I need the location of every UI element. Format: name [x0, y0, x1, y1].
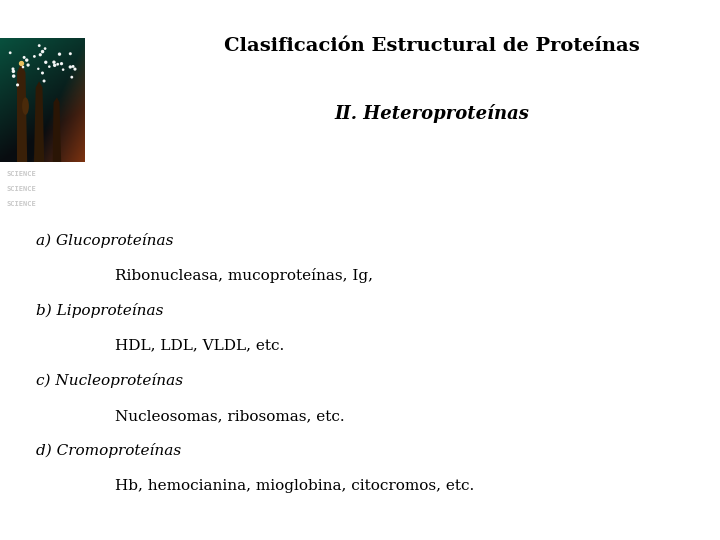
Text: Ribonucleasa, mucoproteínas, Ig,: Ribonucleasa, mucoproteínas, Ig, — [115, 268, 373, 283]
Text: d) Cromoproteínas: d) Cromoproteínas — [36, 443, 181, 458]
Point — [69, 65, 81, 73]
Text: Hb, hemocianina, mioglobina, citocromos, etc.: Hb, hemocianina, mioglobina, citocromos,… — [115, 479, 474, 493]
Point — [29, 52, 40, 60]
Text: a) Glucoproteínas: a) Glucoproteínas — [36, 233, 174, 248]
Point — [54, 50, 66, 58]
Point — [4, 49, 16, 57]
Text: Clasificación Estructural de Proteínas: Clasificación Estructural de Proteínas — [224, 37, 640, 55]
Text: SCIENCE: SCIENCE — [6, 201, 37, 207]
Point — [43, 62, 55, 71]
Point — [65, 63, 76, 71]
Text: b) Lipoproteínas: b) Lipoproteínas — [36, 303, 163, 318]
Polygon shape — [53, 97, 61, 162]
Point — [49, 61, 60, 70]
Polygon shape — [17, 63, 27, 162]
Point — [52, 60, 63, 69]
Text: c) Nucleoproteínas: c) Nucleoproteínas — [36, 373, 183, 388]
Point — [55, 59, 67, 68]
Point — [7, 65, 19, 73]
Text: HDL, LDL, VLDL, etc.: HDL, LDL, VLDL, etc. — [115, 339, 284, 353]
Polygon shape — [34, 81, 44, 162]
Point — [32, 64, 44, 73]
Point — [33, 41, 45, 50]
Point — [65, 49, 76, 58]
Point — [19, 53, 30, 62]
Point — [8, 72, 19, 80]
Point — [58, 65, 69, 74]
Point — [48, 58, 60, 66]
Point — [66, 73, 78, 82]
Point — [12, 80, 23, 89]
Text: SCIENCE: SCIENCE — [6, 171, 37, 177]
Point — [35, 50, 46, 59]
Text: SCIENCE: SCIENCE — [6, 186, 37, 192]
Point — [21, 56, 32, 64]
Point — [16, 58, 27, 67]
Text: II. Heteroproteínas: II. Heteroproteínas — [335, 104, 529, 123]
Text: Nucleosomas, ribosomas, etc.: Nucleosomas, ribosomas, etc. — [115, 409, 345, 423]
Point — [37, 48, 48, 56]
Point — [8, 67, 19, 76]
Point — [40, 58, 52, 66]
Point — [22, 60, 34, 69]
Point — [38, 77, 50, 85]
Point — [17, 63, 29, 71]
Ellipse shape — [22, 97, 29, 115]
Point — [37, 69, 48, 77]
Point — [67, 62, 78, 71]
Point — [40, 44, 51, 53]
